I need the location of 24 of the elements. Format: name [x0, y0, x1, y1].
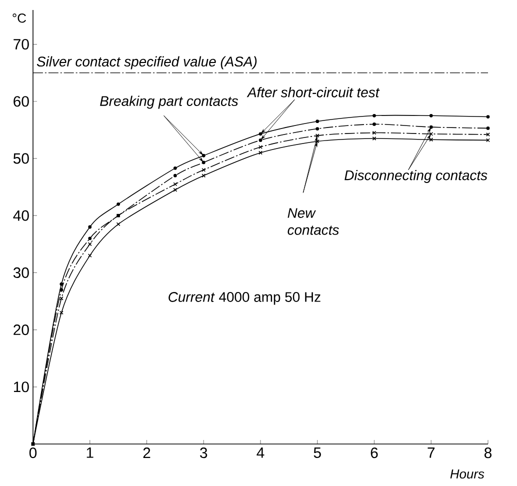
y-tick-label: 60 — [14, 96, 29, 107]
x-tick-label: 6 — [370, 448, 378, 458]
x-tick-label: 5 — [314, 448, 321, 458]
y-tick-label: 30 — [13, 267, 29, 278]
annotation: Disconnecting contacts — [344, 170, 488, 183]
x-tick-label: 8 — [484, 448, 492, 458]
x-tick-label: 3 — [200, 448, 208, 458]
annotation: Current 4000 amp 50 Hz — [168, 292, 320, 305]
x-tick-label: 2 — [143, 448, 150, 458]
y-tick-label: 10 — [14, 382, 29, 392]
x-tick-label: 4 — [256, 448, 264, 458]
y-tick-label: 70 — [14, 38, 29, 50]
x-axis-title: Hours — [450, 470, 484, 479]
y-axis-title: °C — [12, 14, 26, 23]
annotation: After short-circuit test — [246, 87, 380, 98]
x-tick-label: 0 — [29, 448, 37, 458]
y-tick-label: 50 — [13, 153, 29, 164]
x-tick-label: 1 — [86, 448, 94, 458]
annotation: Breaking part contacts — [100, 96, 238, 109]
x-tick-label: 7 — [428, 448, 435, 458]
y-tick-label: 20 — [14, 324, 29, 336]
annotation: New contacts — [288, 208, 339, 235]
ref-line-label: Silver contact specified value (ASA) — [36, 56, 257, 70]
y-tick-label: 40 — [13, 210, 29, 221]
